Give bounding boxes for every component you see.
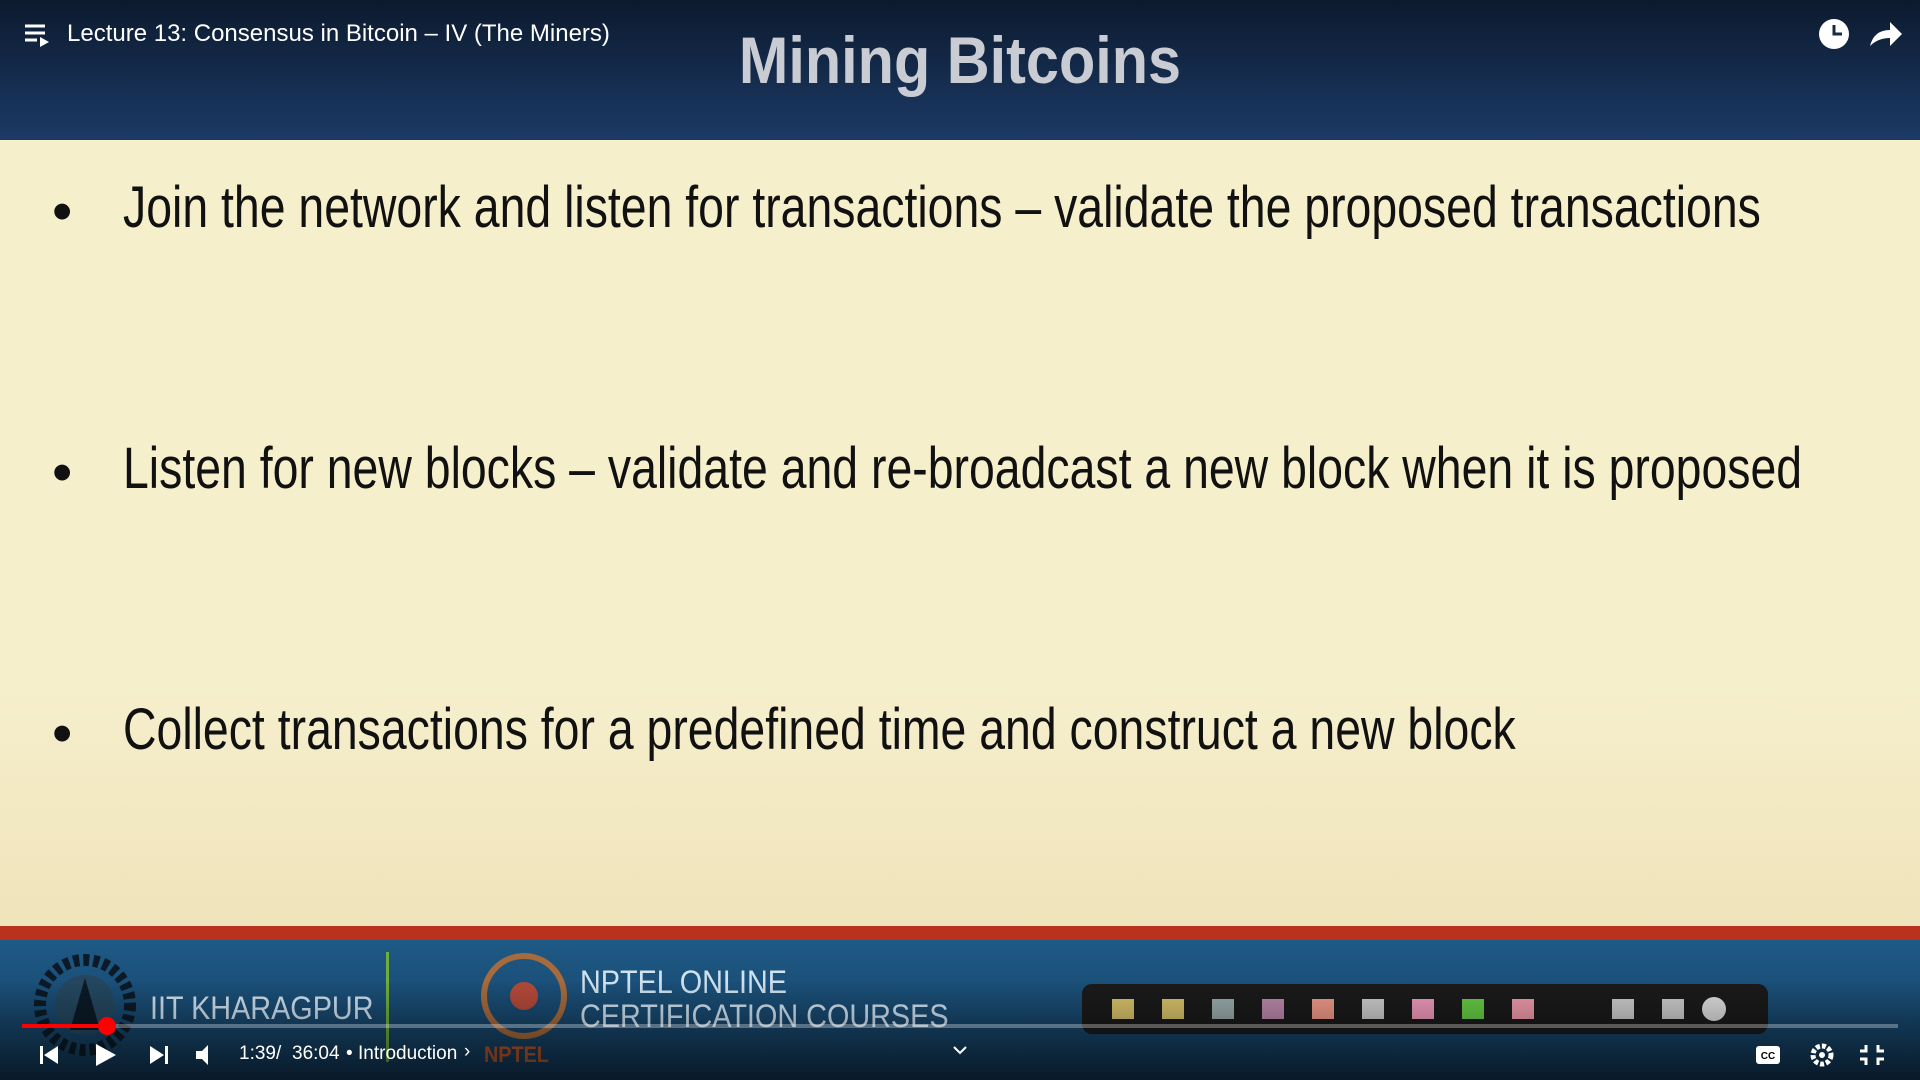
bullet-text: Collect transactions for a predefined ti…	[123, 697, 1516, 762]
slide-header	[0, 0, 1920, 140]
right-controls[interactable]: CC	[1754, 1040, 1904, 1070]
bullet-dot: •	[52, 440, 73, 505]
svg-text:CC: CC	[1761, 1051, 1775, 1062]
progress-played	[22, 1024, 108, 1028]
current-time: 1:39	[239, 1043, 276, 1064]
watch-later[interactable]	[1816, 16, 1856, 52]
bullet-text: Listen for new blocks – validate and re-…	[123, 436, 1803, 501]
time-separator: /	[276, 1043, 282, 1064]
playback-buttons[interactable]	[36, 1040, 216, 1070]
bullet-text: Join the network and listen for transact…	[123, 175, 1761, 240]
video-title[interactable]: Lecture 13: Consensus in Bitcoin – IV (T…	[67, 20, 610, 47]
slide-divider	[0, 926, 1920, 940]
playlist-icon[interactable]	[22, 20, 52, 50]
progress-handle[interactable]	[98, 1017, 116, 1035]
share[interactable]	[1866, 16, 1906, 52]
chapter-arrow: ›	[464, 1041, 471, 1062]
progress-track[interactable]	[22, 1024, 1898, 1028]
slide-body: • Join the network and listen for transa…	[0, 140, 1920, 926]
slide-title: Mining Bitcoins	[738, 23, 1182, 97]
controls-shade	[0, 980, 1920, 1080]
expand-arrow[interactable]	[950, 1044, 970, 1058]
bullet-dot: •	[52, 701, 73, 766]
bullet-dot: •	[52, 179, 73, 244]
chapter-separator: •	[346, 1043, 353, 1064]
chapter[interactable]: Introduction	[358, 1043, 458, 1064]
duration: 36:04	[292, 1043, 340, 1064]
